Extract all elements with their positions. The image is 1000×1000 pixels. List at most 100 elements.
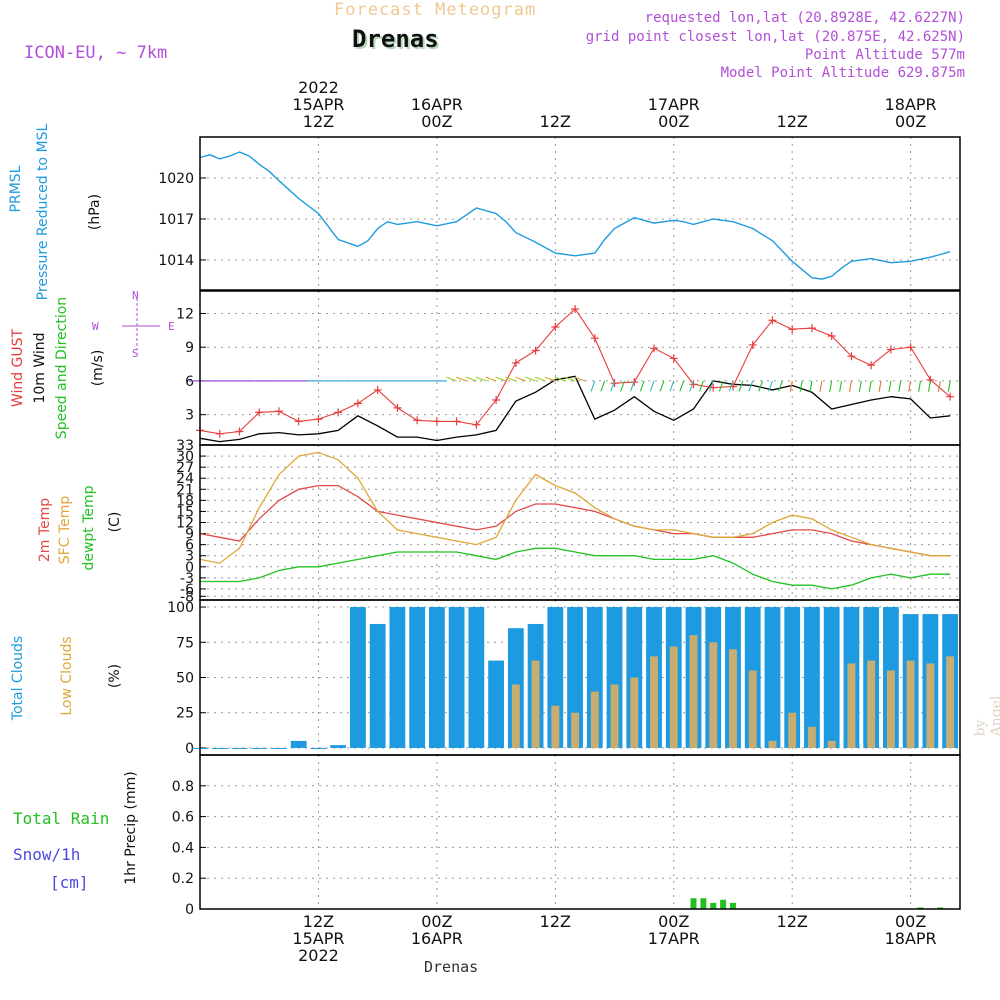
gust-marker bbox=[748, 340, 757, 349]
wind-direction-arrow bbox=[927, 380, 931, 392]
total-cloud-bar bbox=[330, 745, 347, 748]
panel-frame bbox=[199, 754, 961, 910]
wind-direction-arrow bbox=[574, 376, 586, 382]
compass-w: W bbox=[92, 320, 99, 333]
precip-tick-label: 0.2 bbox=[172, 871, 194, 887]
top-time-label: 17APR 00Z bbox=[634, 95, 714, 131]
pressure-tick-label: 1014 bbox=[158, 253, 194, 269]
wind-tick-label: 12 bbox=[176, 306, 194, 322]
compass-s: S bbox=[132, 347, 139, 360]
top-time-label: 2022 15APR 12Z bbox=[278, 78, 358, 131]
wind-direction-arrow bbox=[868, 380, 872, 392]
wind-direction-arrow bbox=[947, 380, 951, 392]
gust-marker bbox=[255, 408, 264, 417]
bottom-time-label-line: 16APR bbox=[410, 928, 463, 948]
temp-tick-label: 0 bbox=[185, 560, 194, 576]
snow-unit-label: [cm] bbox=[50, 873, 89, 892]
wind-tick-label: 9 bbox=[185, 340, 194, 356]
low-cloud-bar bbox=[808, 726, 816, 748]
wind-direction-arrow bbox=[475, 376, 487, 382]
wind-direction-arrow bbox=[554, 376, 566, 382]
wind-direction-arrow bbox=[839, 380, 843, 392]
wind-direction-arrow bbox=[898, 380, 902, 392]
bottom-time-label: 00Z 18APR bbox=[871, 913, 951, 948]
bottom-time-label-line: 12Z bbox=[302, 912, 335, 931]
wind-direction-arrow bbox=[748, 380, 754, 392]
clouds-tick-label: 0 bbox=[185, 741, 194, 757]
low-cloud-bar bbox=[886, 670, 895, 748]
wind-direction-arrow bbox=[768, 380, 773, 392]
wind-direction-arrow bbox=[564, 376, 576, 382]
temp-tick-label: 6 bbox=[185, 538, 194, 554]
low-cloud-bar bbox=[511, 684, 520, 748]
low-cloud-bar bbox=[827, 740, 836, 748]
top-time-label-line: 18APR bbox=[884, 95, 937, 114]
top-time-label-line: 2022 bbox=[298, 78, 339, 97]
total-cloud-bar bbox=[409, 607, 426, 748]
bottom-time-label: 12Z 15APR 2022 bbox=[278, 912, 358, 965]
temp-tick-label: -6 bbox=[180, 582, 194, 598]
wind-direction-arrow bbox=[758, 380, 764, 392]
total-cloud-bar bbox=[823, 607, 840, 748]
footer-location: Drenas bbox=[424, 958, 479, 976]
rain-bar bbox=[729, 902, 736, 909]
top-time-label-line: 00Z bbox=[421, 111, 453, 131]
total-cloud-bar bbox=[804, 607, 820, 748]
gust-marker bbox=[906, 343, 915, 352]
wind-direction-arrow bbox=[465, 376, 477, 382]
rain-label: Total Rain bbox=[13, 809, 110, 828]
total-cloud-bar bbox=[350, 607, 366, 748]
compass-icon: N S W E bbox=[92, 290, 182, 360]
gust-marker bbox=[610, 379, 619, 388]
low-cloud-bar bbox=[847, 663, 856, 748]
precip-tick-label: 0.6 bbox=[172, 810, 194, 826]
temp-tick-label: -3 bbox=[180, 571, 194, 587]
low-cloud-bar bbox=[590, 691, 599, 748]
wind-direction-arrow bbox=[799, 380, 803, 392]
panel-frame bbox=[199, 290, 961, 446]
temp-tick-label: 12 bbox=[176, 516, 194, 532]
gust-marker bbox=[827, 331, 836, 340]
low-cloud-bar bbox=[926, 663, 935, 748]
panel-frame bbox=[199, 136, 961, 291]
temp-tick-label: 18 bbox=[176, 493, 194, 509]
temp-tick-label: -8 bbox=[180, 589, 194, 605]
wind-direction-arrow bbox=[485, 376, 497, 382]
top-time-label-line: 15APR bbox=[292, 94, 345, 114]
wind-direction-arrow bbox=[848, 380, 852, 392]
gust-marker bbox=[452, 417, 461, 426]
precip-tick-label: 0.8 bbox=[172, 779, 194, 795]
wind-direction-arrow bbox=[455, 376, 467, 382]
chart-title: Forecast Meteogram bbox=[334, 0, 537, 20]
wind-direction-arrow bbox=[778, 380, 783, 392]
top-time-label-line: 12Z bbox=[539, 112, 571, 131]
gust-marker bbox=[847, 352, 856, 361]
gust-marker bbox=[314, 415, 323, 424]
precip-tick-label: 0 bbox=[185, 902, 194, 918]
wind-direction-arrow bbox=[590, 380, 596, 392]
temp-tick-label: 21 bbox=[176, 482, 194, 498]
gust-marker bbox=[511, 358, 520, 367]
gust-marker bbox=[807, 324, 816, 333]
wind-direction-arrow bbox=[809, 380, 813, 392]
compass-e: E bbox=[168, 320, 175, 333]
low-cloud-bar bbox=[531, 660, 540, 748]
low-cloud-bar bbox=[630, 677, 639, 748]
wind-direction-arrow bbox=[505, 376, 517, 382]
wind-direction-arrow bbox=[630, 380, 635, 392]
gust-marker bbox=[768, 316, 777, 325]
gust-marker bbox=[274, 407, 283, 416]
low-cloud-bar bbox=[650, 656, 658, 748]
top-time-label-line: 12Z bbox=[302, 111, 335, 131]
clouds-tick-label: 25 bbox=[176, 706, 194, 722]
sfc-temp-line bbox=[199, 451, 951, 564]
low-cloud-bar bbox=[551, 705, 560, 748]
top-time-label-line: 17APR bbox=[647, 95, 700, 114]
bottom-time-label-line: 2022 bbox=[298, 945, 339, 965]
temp-tick-label: 33 bbox=[176, 438, 194, 454]
top-time-label: 12Z bbox=[515, 112, 595, 131]
model-label: ICON-EU, ~ 7km bbox=[24, 43, 168, 63]
rain-bar bbox=[700, 898, 707, 909]
gust-marker bbox=[353, 399, 362, 408]
